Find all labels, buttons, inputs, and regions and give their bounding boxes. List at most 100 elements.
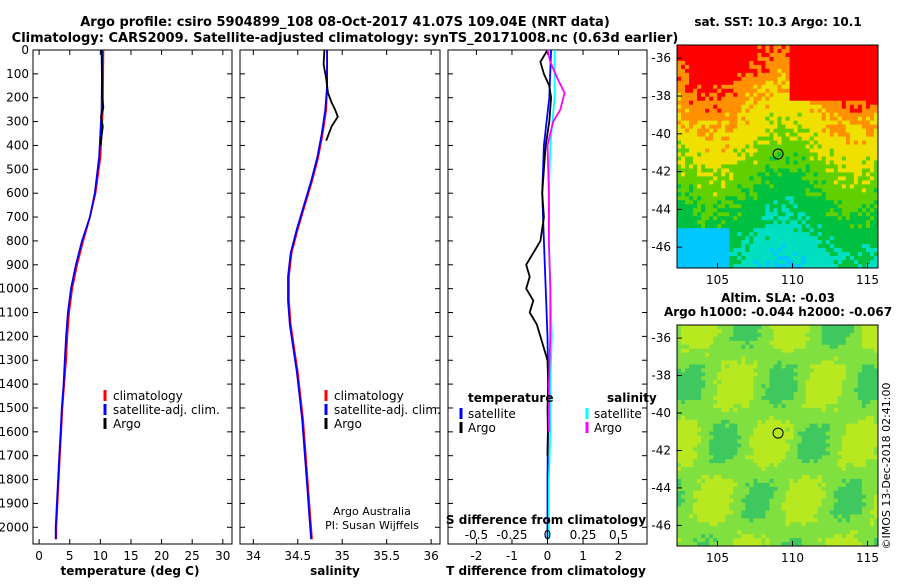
heatmap-cell	[854, 455, 858, 459]
heatmap-cell	[749, 192, 753, 196]
heatmap-cell	[814, 244, 818, 248]
heatmap-cell	[822, 117, 826, 121]
heatmap-cell	[689, 69, 693, 73]
heatmap-cell	[850, 192, 854, 196]
heatmap-cell	[713, 455, 717, 459]
heatmap-cell	[677, 145, 681, 149]
heatmap-cell	[866, 117, 870, 121]
heatmap-cell	[749, 141, 753, 145]
heatmap-cell	[862, 447, 866, 451]
heatmap-cell	[689, 436, 693, 440]
heatmap-cell	[810, 357, 814, 361]
heatmap-cell	[721, 137, 725, 141]
heatmap-cell	[701, 353, 705, 357]
heatmap-cell	[798, 428, 802, 432]
heatmap-cell	[854, 141, 858, 145]
heatmap-cell	[822, 93, 826, 97]
heatmap-cell	[778, 220, 782, 224]
heatmap-cell	[842, 459, 846, 463]
heatmap-cell	[782, 388, 786, 392]
heatmap-cell	[741, 65, 745, 69]
heatmap-cell	[689, 200, 693, 204]
heatmap-cell	[713, 463, 717, 467]
heatmap-cell	[713, 232, 717, 236]
heatmap-cell	[685, 325, 689, 329]
heatmap-cell	[854, 372, 858, 376]
heatmap-cell	[858, 196, 862, 200]
heatmap-cell	[846, 408, 850, 412]
heatmap-cell	[818, 248, 822, 252]
heatmap-cell	[725, 164, 729, 168]
heatmap-cell	[701, 467, 705, 471]
heatmap-cell	[725, 77, 729, 81]
heatmap-cell	[830, 364, 834, 368]
heatmap-cell	[782, 333, 786, 337]
heatmap-cell	[685, 357, 689, 361]
heatmap-cell	[717, 467, 721, 471]
heatmap-cell	[773, 349, 777, 353]
heatmap-cell	[806, 400, 810, 404]
heatmap-cell	[681, 200, 685, 204]
heatmap-cell	[846, 467, 850, 471]
heatmap-cell	[842, 240, 846, 244]
heatmap-cell	[806, 467, 810, 471]
heatmap-cell	[737, 153, 741, 157]
heatmap-cell	[717, 236, 721, 240]
heatmap-cell	[681, 216, 685, 220]
heatmap-cell	[705, 244, 709, 248]
heatmap-cell	[757, 145, 761, 149]
heatmap-cell	[790, 45, 794, 49]
heatmap-cell	[866, 220, 870, 224]
heatmap-cell	[810, 412, 814, 416]
y-tick-label: 1900	[0, 496, 29, 510]
heatmap-cell	[826, 353, 830, 357]
heatmap-cell	[842, 436, 846, 440]
heatmap-cell	[745, 184, 749, 188]
heatmap-cell	[782, 349, 786, 353]
heatmap-cell	[717, 368, 721, 372]
heatmap-cell	[798, 172, 802, 176]
heatmap-cell	[745, 412, 749, 416]
heatmap-cell	[842, 400, 846, 404]
heatmap-cell	[765, 196, 769, 200]
heatmap-cell	[713, 471, 717, 475]
heatmap-cell	[842, 73, 846, 77]
heatmap-cell	[794, 447, 798, 451]
heatmap-cell	[838, 380, 842, 384]
heatmap-cell	[830, 153, 834, 157]
heatmap-cell	[713, 109, 717, 113]
heatmap-cell	[818, 471, 822, 475]
heatmap-cell	[689, 61, 693, 65]
heatmap-cell	[689, 432, 693, 436]
heatmap-cell	[794, 157, 798, 161]
heatmap-cell	[729, 65, 733, 69]
heatmap-cell	[786, 200, 790, 204]
heatmap-cell	[850, 400, 854, 404]
heatmap-cell	[685, 160, 689, 164]
heatmap-cell	[814, 416, 818, 420]
heatmap-cell	[858, 89, 862, 93]
heatmap-cell	[858, 404, 862, 408]
heatmap-cell	[697, 252, 701, 256]
heatmap-cell	[701, 153, 705, 157]
heatmap-cell	[749, 400, 753, 404]
heatmap-cell	[685, 53, 689, 57]
heatmap-cell	[773, 141, 777, 145]
heatmap-cell	[826, 451, 830, 455]
heatmap-cell	[765, 396, 769, 400]
heatmap-cell	[741, 439, 745, 443]
heatmap-cell	[709, 85, 713, 89]
heatmap-cell	[773, 208, 777, 212]
heatmap-cell	[866, 248, 870, 252]
heatmap-cell	[814, 188, 818, 192]
heatmap-cell	[721, 412, 725, 416]
heatmap-cell	[810, 172, 814, 176]
heatmap-cell	[761, 192, 765, 196]
heatmap-cell	[737, 145, 741, 149]
heatmap-cell	[778, 57, 782, 61]
heatmap-cell	[689, 196, 693, 200]
heatmap-cell	[721, 125, 725, 129]
heatmap-cell	[806, 153, 810, 157]
heatmap-cell	[689, 204, 693, 208]
heatmap-cell	[753, 451, 757, 455]
